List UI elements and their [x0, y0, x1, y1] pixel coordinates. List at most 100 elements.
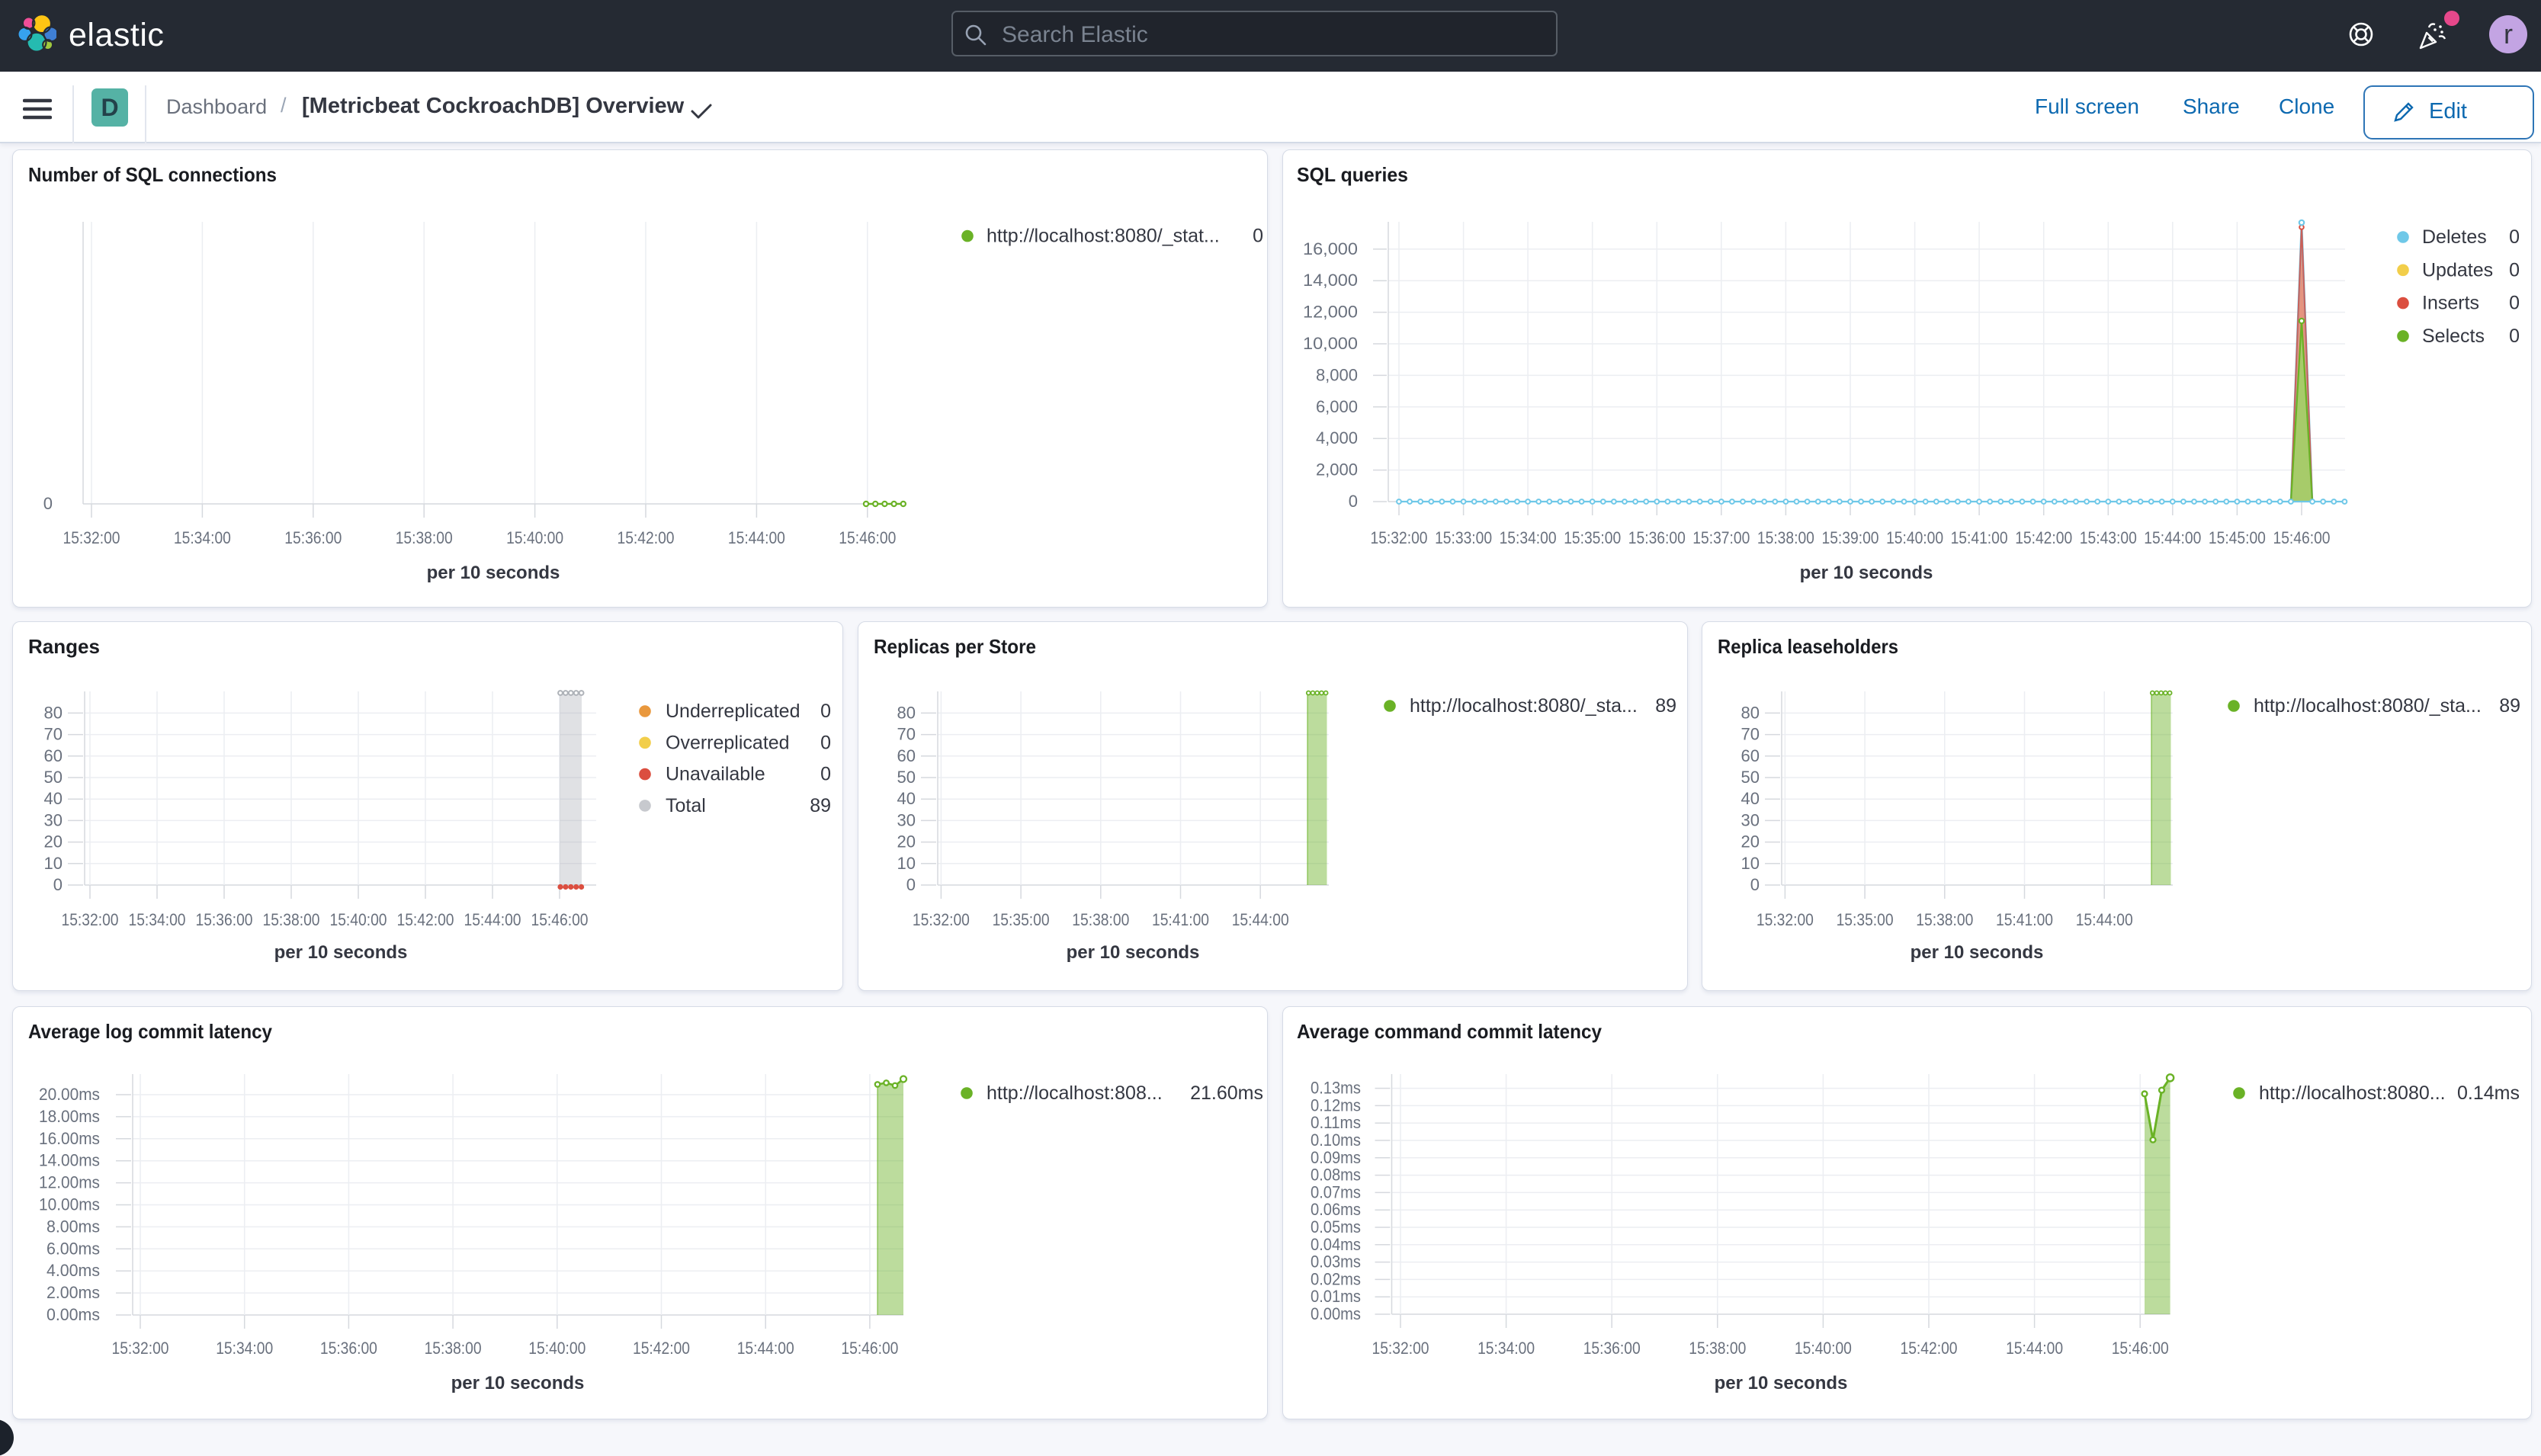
svg-text:0: 0 — [2509, 226, 2520, 248]
svg-text:http://localhost:8080/_sta...: http://localhost:8080/_sta... — [1410, 695, 1638, 717]
svg-text:15:44:00: 15:44:00 — [728, 528, 785, 547]
svg-text:0.09ms: 0.09ms — [1311, 1148, 1361, 1167]
svg-text:per 10 seconds: per 10 seconds — [274, 942, 408, 963]
svg-text:0: 0 — [1253, 226, 1263, 247]
svg-text:6.00ms: 6.00ms — [47, 1239, 100, 1258]
svg-text:15:33:00: 15:33:00 — [1435, 528, 1492, 547]
svg-text:60: 60 — [897, 746, 916, 765]
svg-text:0.06ms: 0.06ms — [1311, 1200, 1361, 1219]
svg-text:0: 0 — [1349, 492, 1358, 511]
svg-text:15:46:00: 15:46:00 — [2112, 1339, 2169, 1358]
svg-text:15:46:00: 15:46:00 — [839, 528, 896, 547]
svg-text:15:34:00: 15:34:00 — [216, 1339, 273, 1358]
svg-text:0: 0 — [820, 701, 831, 722]
svg-text:15:41:00: 15:41:00 — [1996, 910, 2053, 929]
svg-text:http://localhost:8080/_sta...: http://localhost:8080/_sta... — [2254, 695, 2482, 717]
svg-text:15:38:00: 15:38:00 — [1916, 910, 1973, 929]
svg-text:0: 0 — [820, 764, 831, 785]
svg-text:80: 80 — [1741, 703, 1760, 722]
svg-text:20: 20 — [1741, 832, 1760, 851]
svg-text:15:34:00: 15:34:00 — [129, 910, 186, 929]
svg-text:15:34:00: 15:34:00 — [1500, 528, 1557, 547]
svg-text:20.00ms: 20.00ms — [39, 1085, 100, 1104]
svg-text:15:38:00: 15:38:00 — [1689, 1339, 1746, 1358]
svg-text:21.60ms: 21.60ms — [1190, 1082, 1263, 1104]
svg-text:Replica leaseholders: Replica leaseholders — [1718, 635, 1898, 658]
svg-text:0.08ms: 0.08ms — [1311, 1166, 1361, 1185]
svg-text:15:32:00: 15:32:00 — [62, 910, 119, 929]
svg-text:0: 0 — [53, 875, 63, 894]
svg-text:15:44:00: 15:44:00 — [2076, 910, 2133, 929]
svg-text:0.14ms: 0.14ms — [2457, 1082, 2520, 1104]
svg-text:15:46:00: 15:46:00 — [531, 910, 589, 929]
svg-text:15:38:00: 15:38:00 — [396, 528, 453, 547]
svg-text:0.05ms: 0.05ms — [1311, 1217, 1361, 1236]
svg-text:50: 50 — [44, 768, 63, 787]
svg-text:15:40:00: 15:40:00 — [330, 910, 387, 929]
svg-text:0.02ms: 0.02ms — [1311, 1269, 1361, 1288]
svg-text:15:42:00: 15:42:00 — [1901, 1339, 1958, 1358]
svg-text:15:34:00: 15:34:00 — [1477, 1339, 1535, 1358]
svg-text:15:32:00: 15:32:00 — [63, 528, 120, 547]
svg-text:89: 89 — [1655, 695, 1676, 717]
svg-text:60: 60 — [44, 746, 63, 765]
svg-text:Average log commit latency: Average log commit latency — [28, 1020, 273, 1043]
svg-text:Deletes: Deletes — [2422, 226, 2487, 248]
svg-text:Replicas per Store: Replicas per Store — [874, 635, 1036, 658]
svg-text:70: 70 — [1741, 725, 1760, 744]
svg-text:18.00ms: 18.00ms — [39, 1107, 100, 1126]
svg-text:0.12ms: 0.12ms — [1311, 1095, 1361, 1114]
svg-text:http://localhost:8080/_stat...: http://localhost:8080/_stat... — [987, 226, 1220, 247]
svg-text:0.00ms: 0.00ms — [1311, 1304, 1361, 1323]
svg-text:89: 89 — [810, 795, 831, 816]
svg-text:15:44:00: 15:44:00 — [464, 910, 521, 929]
svg-text:40: 40 — [897, 789, 916, 808]
svg-text:15:38:00: 15:38:00 — [425, 1339, 482, 1358]
svg-text:10.00ms: 10.00ms — [39, 1195, 100, 1214]
svg-text:per 10 seconds: per 10 seconds — [1067, 942, 1200, 963]
svg-text:per 10 seconds: per 10 seconds — [1911, 942, 2044, 963]
svg-text:15:46:00: 15:46:00 — [841, 1339, 898, 1358]
svg-text:12.00ms: 12.00ms — [39, 1173, 100, 1192]
svg-text:12,000: 12,000 — [1303, 303, 1358, 322]
svg-text:0: 0 — [1750, 875, 1760, 894]
svg-text:80: 80 — [897, 703, 916, 722]
svg-text:15:38:00: 15:38:00 — [1072, 910, 1129, 929]
svg-text:15:32:00: 15:32:00 — [112, 1339, 169, 1358]
svg-text:30: 30 — [897, 810, 916, 829]
svg-text:70: 70 — [44, 725, 63, 744]
svg-text:0.04ms: 0.04ms — [1311, 1235, 1361, 1254]
svg-text:15:43:00: 15:43:00 — [2080, 528, 2137, 547]
svg-text:http://localhost:8080...: http://localhost:8080... — [2259, 1082, 2446, 1104]
svg-text:50: 50 — [1741, 768, 1760, 787]
svg-text:15:32:00: 15:32:00 — [1372, 1339, 1429, 1358]
svg-text:15:32:00: 15:32:00 — [913, 910, 970, 929]
svg-text:Selects: Selects — [2422, 326, 2485, 347]
svg-text:15:32:00: 15:32:00 — [1757, 910, 1814, 929]
svg-text:15:38:00: 15:38:00 — [1757, 528, 1814, 547]
svg-text:20: 20 — [44, 832, 63, 851]
svg-text:Overreplicated: Overreplicated — [666, 732, 790, 753]
svg-text:8.00ms: 8.00ms — [47, 1217, 100, 1236]
svg-text:8,000: 8,000 — [1316, 365, 1358, 384]
svg-text:per 10 seconds: per 10 seconds — [427, 563, 560, 583]
svg-text:http://localhost:808...: http://localhost:808... — [987, 1082, 1163, 1104]
svg-text:15:34:00: 15:34:00 — [174, 528, 231, 547]
svg-text:15:35:00: 15:35:00 — [993, 910, 1050, 929]
svg-text:30: 30 — [44, 810, 63, 829]
svg-text:Unavailable: Unavailable — [666, 764, 765, 785]
svg-text:15:35:00: 15:35:00 — [1564, 528, 1621, 547]
svg-text:30: 30 — [1741, 810, 1760, 829]
svg-text:0: 0 — [820, 732, 831, 753]
svg-text:15:37:00: 15:37:00 — [1692, 528, 1750, 547]
svg-text:15:44:00: 15:44:00 — [737, 1339, 794, 1358]
svg-text:15:36:00: 15:36:00 — [284, 528, 342, 547]
svg-text:0.07ms: 0.07ms — [1311, 1182, 1361, 1201]
svg-text:0: 0 — [43, 494, 53, 513]
svg-text:per 10 seconds: per 10 seconds — [1800, 563, 1933, 583]
svg-text:15:40:00: 15:40:00 — [506, 528, 563, 547]
svg-text:Average command commit latency: Average command commit latency — [1297, 1020, 1603, 1043]
svg-text:80: 80 — [44, 703, 63, 722]
svg-text:15:40:00: 15:40:00 — [528, 1339, 586, 1358]
svg-text:50: 50 — [897, 768, 916, 787]
